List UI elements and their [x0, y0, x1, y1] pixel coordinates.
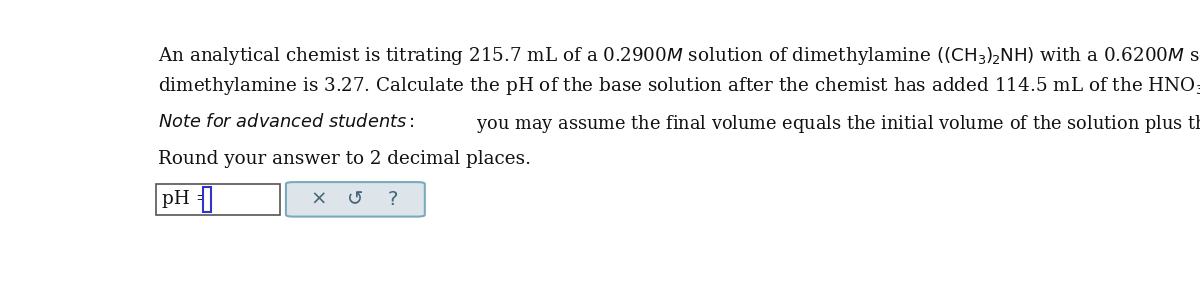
Text: $\mathit{Note\ for\ advanced\ students:}$: $\mathit{Note\ for\ advanced\ students:}…	[157, 113, 415, 131]
FancyBboxPatch shape	[156, 184, 281, 215]
Text: An analytical chemist is titrating 215.7 mL of a 0.2900$\mathit{M}$ solution of : An analytical chemist is titrating 215.7…	[157, 45, 1200, 67]
Text: you may assume the final volume equals the initial volume of the solution plus t: you may assume the final volume equals t…	[472, 113, 1200, 135]
Text: ↺: ↺	[347, 190, 364, 209]
FancyBboxPatch shape	[203, 187, 211, 212]
Text: ?: ?	[388, 190, 398, 209]
FancyBboxPatch shape	[286, 182, 425, 217]
Text: dimethylamine is 3.27. Calculate the pH of the base solution after the chemist h: dimethylamine is 3.27. Calculate the pH …	[157, 75, 1200, 97]
Text: ▏: ▏	[204, 189, 220, 209]
Text: Round your answer to 2 decimal places.: Round your answer to 2 decimal places.	[157, 150, 530, 168]
Text: ×: ×	[310, 190, 326, 209]
Text: pH =: pH =	[162, 190, 217, 208]
